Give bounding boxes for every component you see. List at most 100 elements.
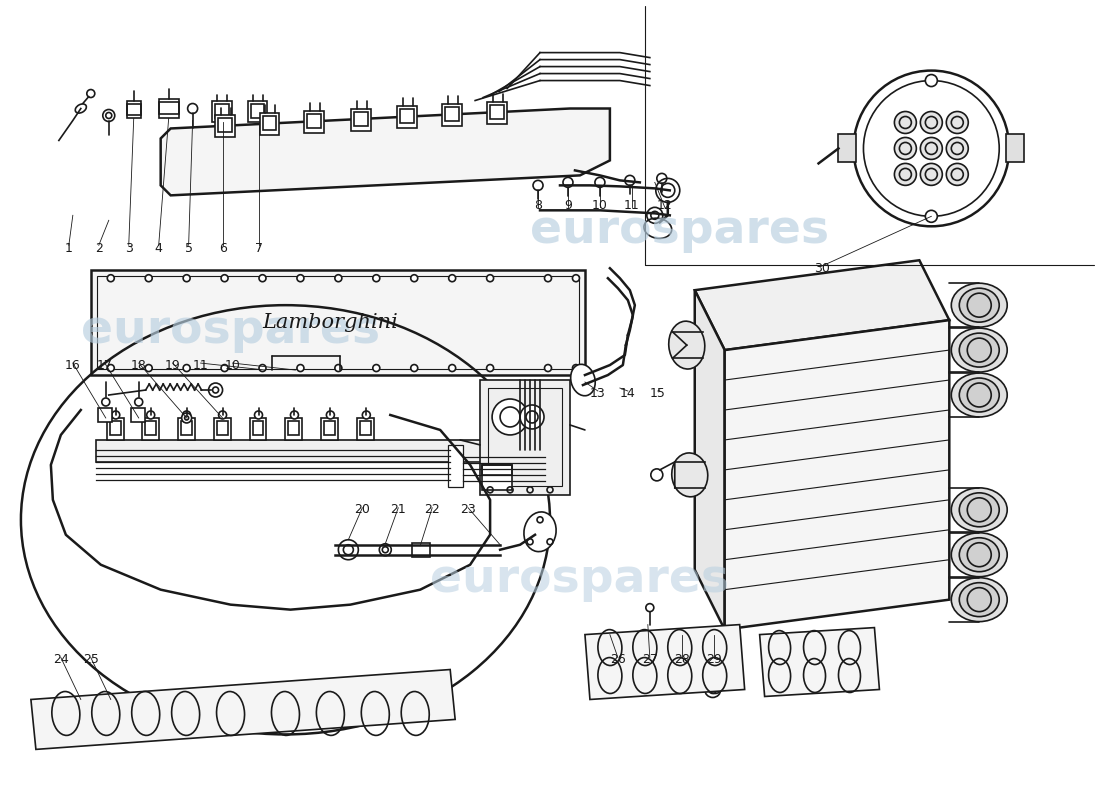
- Bar: [487, 102, 507, 124]
- Circle shape: [258, 274, 266, 282]
- Text: 9: 9: [564, 199, 572, 212]
- Circle shape: [334, 365, 342, 371]
- Circle shape: [921, 111, 943, 134]
- Text: 5: 5: [185, 242, 192, 254]
- Bar: [446, 107, 459, 121]
- Ellipse shape: [952, 283, 1008, 327]
- Text: 11: 11: [624, 199, 640, 212]
- Circle shape: [290, 411, 298, 419]
- Bar: [253, 421, 264, 435]
- Circle shape: [297, 365, 304, 371]
- Text: 15: 15: [650, 386, 666, 399]
- Polygon shape: [760, 628, 879, 697]
- Text: 12: 12: [657, 199, 673, 212]
- Circle shape: [327, 411, 334, 419]
- Ellipse shape: [952, 488, 1008, 532]
- Polygon shape: [695, 260, 949, 350]
- Circle shape: [258, 365, 266, 371]
- Bar: [214, 115, 234, 138]
- Bar: [482, 465, 513, 475]
- Circle shape: [946, 111, 968, 134]
- Circle shape: [410, 274, 418, 282]
- Circle shape: [705, 637, 720, 653]
- Text: 1: 1: [65, 242, 73, 254]
- Bar: [288, 421, 299, 435]
- Ellipse shape: [524, 512, 557, 552]
- Ellipse shape: [669, 321, 705, 369]
- Ellipse shape: [959, 582, 999, 617]
- Circle shape: [946, 163, 968, 186]
- Circle shape: [362, 411, 371, 419]
- Bar: [351, 109, 372, 130]
- Circle shape: [221, 274, 228, 282]
- Polygon shape: [161, 109, 609, 195]
- Bar: [145, 421, 156, 435]
- Bar: [448, 445, 463, 487]
- Bar: [126, 103, 141, 115]
- Bar: [397, 106, 417, 128]
- Text: 7: 7: [254, 242, 263, 254]
- Circle shape: [379, 544, 392, 556]
- Text: 20: 20: [354, 503, 371, 516]
- Circle shape: [102, 398, 110, 406]
- Circle shape: [646, 604, 653, 612]
- Bar: [412, 542, 430, 557]
- Bar: [251, 103, 264, 118]
- Text: Lamborghini: Lamborghini: [263, 313, 398, 332]
- Bar: [488, 388, 562, 486]
- Circle shape: [219, 411, 227, 419]
- Text: eurospares: eurospares: [430, 557, 729, 602]
- Circle shape: [492, 399, 528, 435]
- Bar: [491, 105, 504, 119]
- Polygon shape: [585, 625, 745, 699]
- Bar: [180, 421, 191, 435]
- Circle shape: [946, 138, 968, 159]
- Text: eurospares: eurospares: [530, 208, 829, 253]
- Ellipse shape: [959, 493, 999, 526]
- Ellipse shape: [959, 378, 999, 412]
- Text: 21: 21: [390, 503, 406, 516]
- Text: 3: 3: [124, 242, 133, 254]
- Bar: [142, 418, 158, 440]
- Polygon shape: [695, 290, 725, 630]
- Polygon shape: [725, 320, 949, 630]
- Circle shape: [134, 398, 143, 406]
- Circle shape: [894, 111, 916, 134]
- Bar: [354, 112, 368, 126]
- Circle shape: [145, 274, 152, 282]
- Text: 29: 29: [706, 653, 722, 666]
- Text: 30: 30: [814, 262, 829, 274]
- Bar: [213, 418, 231, 440]
- Bar: [442, 104, 462, 126]
- Circle shape: [221, 365, 228, 371]
- Bar: [177, 418, 195, 440]
- Bar: [218, 118, 232, 133]
- Circle shape: [921, 138, 943, 159]
- Circle shape: [373, 365, 380, 371]
- Circle shape: [894, 138, 916, 159]
- Circle shape: [334, 274, 342, 282]
- Circle shape: [572, 365, 580, 371]
- Circle shape: [894, 163, 916, 186]
- Bar: [158, 98, 178, 118]
- Circle shape: [183, 274, 190, 282]
- Polygon shape: [31, 670, 455, 750]
- Ellipse shape: [952, 328, 1008, 372]
- Bar: [91, 270, 585, 375]
- Circle shape: [297, 274, 304, 282]
- Circle shape: [146, 411, 155, 419]
- Circle shape: [486, 365, 494, 371]
- Circle shape: [925, 74, 937, 86]
- Bar: [96, 440, 485, 462]
- Text: 26: 26: [610, 653, 626, 666]
- Bar: [321, 418, 339, 440]
- Bar: [214, 103, 229, 118]
- Bar: [305, 111, 324, 133]
- Circle shape: [254, 411, 263, 419]
- Text: 23: 23: [460, 503, 476, 516]
- Bar: [248, 101, 267, 122]
- Bar: [324, 421, 336, 435]
- Bar: [263, 116, 276, 130]
- Text: 24: 24: [53, 653, 68, 666]
- Ellipse shape: [672, 453, 707, 497]
